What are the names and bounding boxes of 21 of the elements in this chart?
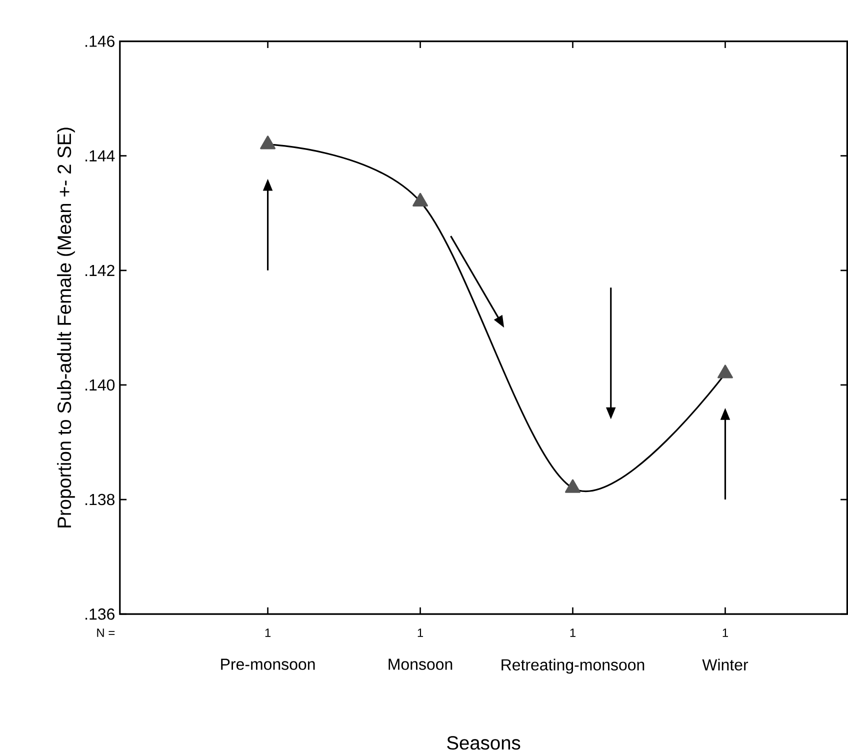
x-tick-label: Retreating-monsoon xyxy=(502,658,644,674)
x-tick-label: Winter xyxy=(702,658,748,670)
x-tick-label: Monsoon xyxy=(388,658,452,670)
y-tick-label: .140 xyxy=(86,379,115,391)
text: 1 xyxy=(722,628,728,637)
y-tick-label: .142 xyxy=(86,264,114,276)
point xyxy=(260,136,276,150)
y-axis-title: Proportion to Sub-adult Female (Mean +- 2 SE) xyxy=(57,128,75,528)
point xyxy=(718,364,733,378)
text: 1 xyxy=(418,628,424,637)
point xyxy=(412,192,428,206)
x-tick-label: Pre-monsoon xyxy=(221,658,315,670)
text: 1 xyxy=(265,628,271,637)
point xyxy=(565,479,580,493)
y-tick-label: .146 xyxy=(86,36,114,47)
text: 1 xyxy=(570,628,576,637)
y-tick-label: .136 xyxy=(86,608,114,620)
y-tick-label: .144 xyxy=(86,150,115,162)
text: N = xyxy=(97,628,115,637)
x-axis-title: Seasons xyxy=(447,736,520,750)
y-tick-label: .138 xyxy=(86,494,114,506)
